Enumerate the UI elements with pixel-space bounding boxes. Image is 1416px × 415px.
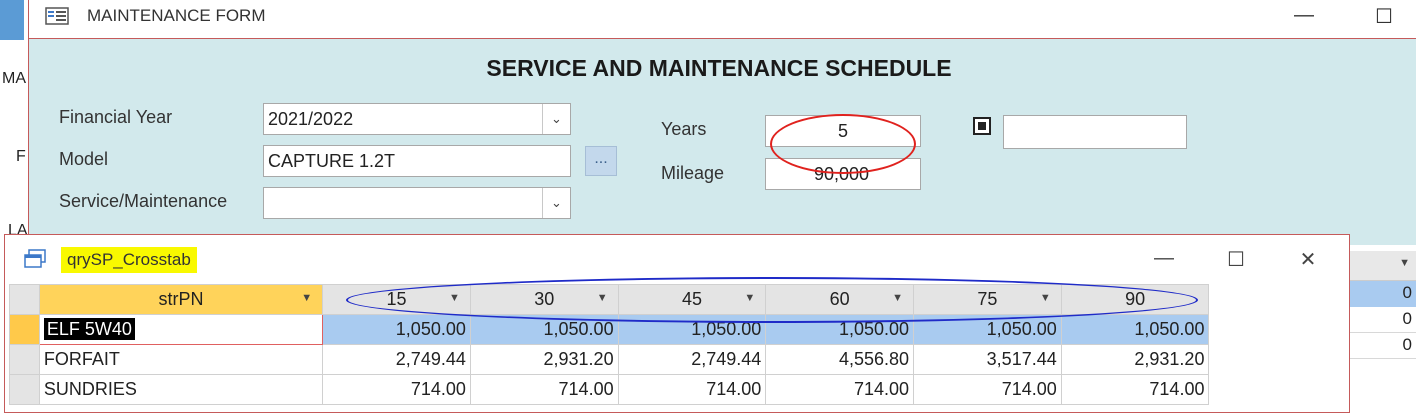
- financial-year-combo[interactable]: 2021/2022 ⌄: [263, 103, 571, 135]
- value-cell[interactable]: 2,931.20: [1060, 344, 1210, 375]
- background-grid-row: 0: [1348, 307, 1416, 333]
- financial-year-label: Financial Year: [59, 107, 173, 127]
- value-cell[interactable]: 2,749.44: [617, 344, 767, 375]
- maximize-button[interactable]: ☐: [1375, 6, 1393, 28]
- crosstab-title: qrySP_Crosstab: [61, 247, 197, 273]
- background-datasheet: ▼ 0 0 0: [1348, 245, 1416, 415]
- chevron-down-icon[interactable]: ⌄: [542, 188, 570, 218]
- background-grid-value: 0: [1402, 335, 1412, 354]
- background-grid-value: 0: [1402, 309, 1412, 328]
- select-all-corner[interactable]: [9, 284, 40, 315]
- option-checkbox[interactable]: [973, 117, 991, 135]
- empty-cell: [1209, 345, 1349, 375]
- years-label: Years: [661, 119, 707, 139]
- row-name-cell[interactable]: FORFAIT: [38, 344, 324, 375]
- dropdown-arrow-icon[interactable]: ▼: [301, 292, 313, 304]
- value-cell[interactable]: 714.00: [913, 374, 1062, 405]
- column-headers-annotation-ellipse: [346, 277, 1198, 323]
- value-cell[interactable]: 714.00: [469, 374, 619, 405]
- column-header-label: strPN: [158, 289, 204, 309]
- dropdown-arrow-icon: ▼: [1399, 257, 1410, 269]
- row-name: ELF 5W40: [43, 318, 135, 340]
- table-row[interactable]: SUNDRIES 714.00 714.00 714.00 714.00 714…: [9, 374, 1349, 405]
- form-heading: SERVICE AND MAINTENANCE SCHEDULE: [486, 55, 952, 81]
- maximize-button[interactable]: ☐: [1227, 249, 1245, 271]
- value-cell[interactable]: 714.00: [322, 374, 471, 405]
- value-cell[interactable]: 2,931.20: [469, 344, 619, 375]
- query-icon: [24, 249, 46, 268]
- checkbox-check-mark: [978, 122, 986, 130]
- background-app-header: [0, 0, 24, 40]
- value-cell[interactable]: 1,050.00: [1060, 314, 1210, 345]
- form-icon: [45, 7, 69, 25]
- background-grid-value: 0: [1402, 283, 1412, 302]
- minimize-button[interactable]: —: [1154, 247, 1174, 269]
- empty-cell: [1209, 375, 1349, 405]
- background-grid-selected-row: 0: [1348, 281, 1416, 307]
- background-letter: MA: [2, 70, 26, 87]
- background-letter: F: [16, 148, 26, 165]
- row-selector[interactable]: [9, 314, 40, 345]
- crosstab-window: qrySP_Crosstab — ☐ ✕ strPN ▼ 15 ▼ 30 ▼ 4…: [4, 234, 1350, 413]
- value-cell[interactable]: 3,517.44: [913, 344, 1062, 375]
- mileage-label: Mileage: [661, 163, 725, 183]
- empty-header-space: [1208, 284, 1349, 315]
- column-header-strpn[interactable]: strPN ▼: [38, 284, 324, 315]
- mileage-annotation-circle: [770, 114, 916, 174]
- value-cell[interactable]: 4,556.80: [765, 344, 915, 375]
- service-maintenance-label: Service/Maintenance: [59, 191, 228, 211]
- value-cell[interactable]: 714.00: [1060, 374, 1210, 405]
- row-selector[interactable]: [9, 374, 40, 405]
- model-label: Model: [59, 149, 109, 169]
- model-field[interactable]: CAPTURE 1.2T: [263, 145, 571, 177]
- value-cell[interactable]: 2,749.44: [322, 344, 471, 375]
- model-browse-button[interactable]: ...: [585, 146, 617, 176]
- close-button[interactable]: ✕: [1299, 249, 1317, 271]
- row-name-cell[interactable]: SUNDRIES: [38, 374, 324, 405]
- form-titlebar: MAINTENANCE FORM — ☐: [29, 0, 1416, 38]
- background-grid-row: 0: [1348, 333, 1416, 359]
- extra-text-field[interactable]: [1003, 115, 1187, 149]
- crosstab-titlebar: qrySP_Crosstab — ☐ ✕: [5, 235, 1349, 283]
- value-cell[interactable]: 714.00: [765, 374, 915, 405]
- background-grid-header: ▼: [1348, 251, 1416, 281]
- minimize-button[interactable]: —: [1294, 4, 1314, 26]
- model-value: CAPTURE 1.2T: [268, 151, 396, 171]
- service-maintenance-combo[interactable]: ⌄: [263, 187, 571, 219]
- row-name-cell[interactable]: ELF 5W40: [38, 314, 324, 345]
- empty-cell: [1209, 315, 1349, 345]
- form-title: MAINTENANCE FORM: [87, 6, 266, 25]
- financial-year-value: 2021/2022: [268, 109, 354, 129]
- chevron-down-icon[interactable]: ⌄: [542, 104, 570, 134]
- table-row[interactable]: FORFAIT 2,749.44 2,931.20 2,749.44 4,556…: [9, 344, 1349, 375]
- row-selector[interactable]: [9, 344, 40, 375]
- value-cell[interactable]: 1,050.00: [322, 314, 471, 345]
- value-cell[interactable]: 714.00: [617, 374, 767, 405]
